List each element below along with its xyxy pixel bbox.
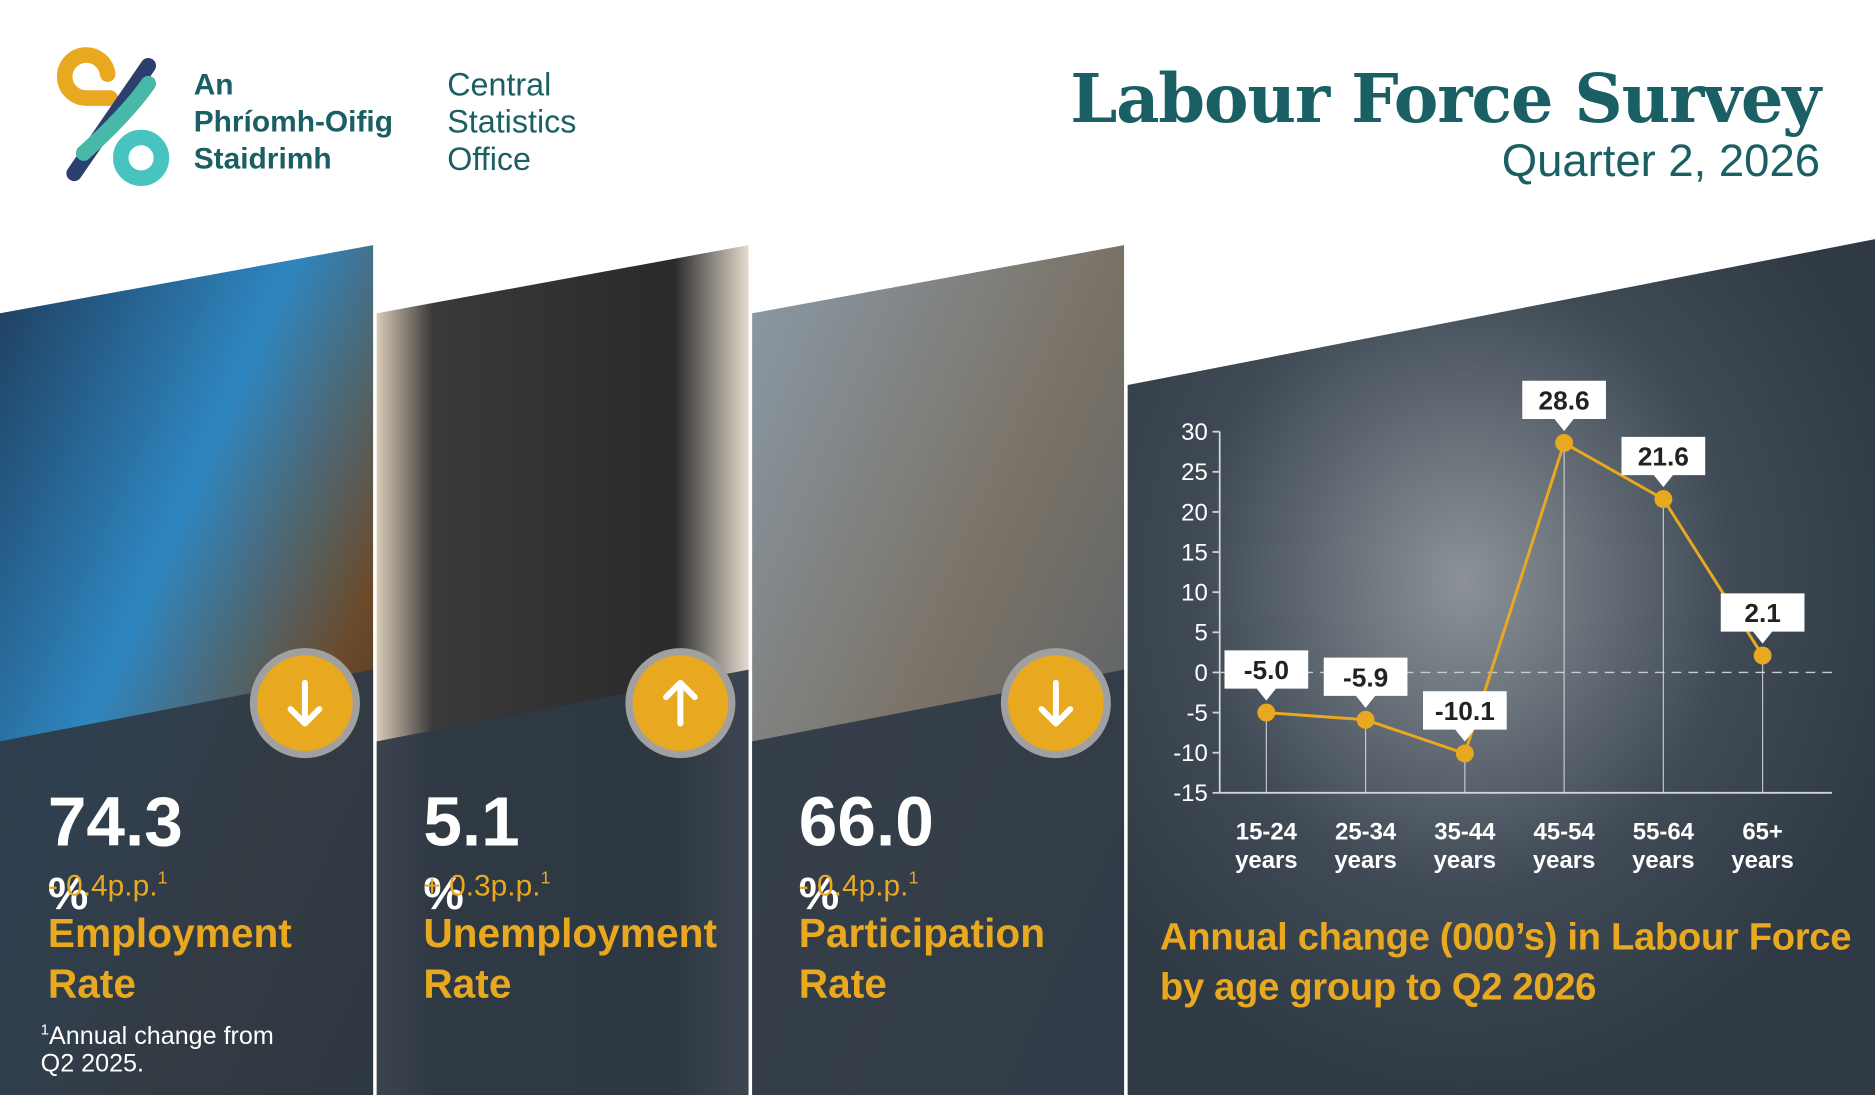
panel-shade (376, 669, 749, 1095)
org-line: Office (447, 141, 531, 177)
title: Labour Force Survey (1070, 59, 1821, 139)
y-tick-label: 30 (1181, 419, 1208, 446)
label-box (1224, 650, 1309, 701)
kpi-value: 74.3% (47, 786, 183, 930)
y-tick-label: -15 (1173, 780, 1208, 807)
x-tick-label: 15-24 years (1235, 819, 1298, 875)
label-box (1323, 657, 1408, 708)
panel-shade (752, 669, 1125, 1095)
value-label: -5.9 (1343, 662, 1388, 692)
kpi-unit: % (47, 869, 89, 920)
point (1356, 710, 1375, 729)
value-label: -10.1 (1435, 696, 1495, 726)
y-tick-label: 25 (1181, 459, 1208, 486)
sup: 1 (540, 868, 551, 889)
point (1555, 433, 1574, 452)
kpi-value: 5.1% (423, 786, 519, 930)
footnote-text: Annual change from Q2 2025. (40, 1022, 274, 1078)
footnote-mark: 1 (40, 1021, 50, 1038)
org-line: Central (447, 66, 552, 103)
point (1753, 646, 1772, 665)
x-tick-label: 35-44 years (1433, 819, 1497, 875)
kpi-label: Unemployment Rate (423, 911, 717, 1007)
kpi-change-text: - 0.4p.p. (798, 869, 909, 903)
y-tick-label: 5 (1194, 620, 1207, 647)
kpi-unit: % (798, 869, 840, 920)
org-irish: An Phríomh-Oifig Staidrimh (194, 67, 393, 178)
x-tick-label: 25-34 years (1334, 819, 1397, 875)
org-line: An (193, 68, 234, 102)
y-tick-label: 10 (1181, 580, 1208, 607)
subtitle: Quarter 2, 2026 (1501, 136, 1821, 187)
kpi-change-text: + 0.3p.p. (423, 869, 541, 903)
footnote: 1Annual change from Q2 2025. (41, 1022, 298, 1077)
kpi-number: 5.1 (423, 783, 520, 861)
y-tick-label: 20 (1181, 499, 1208, 526)
sup: 1 (157, 868, 168, 889)
org-line: Staidrimh (193, 142, 332, 176)
kpi-number: 74.3 (47, 783, 183, 861)
panel-shade (0, 669, 374, 1095)
logo (56, 47, 170, 186)
x-tick-label: 45-54 years (1532, 819, 1596, 875)
kpi-value: 66.0% (798, 786, 934, 930)
arrow-icon (287, 679, 323, 727)
point (1654, 490, 1673, 509)
value-label: -5.0 (1244, 655, 1289, 685)
kpi-unit: % (423, 869, 464, 920)
org-line: Statistics (447, 104, 577, 140)
arrow-icon (1038, 679, 1074, 727)
line (1266, 440, 1764, 756)
kpi-label: Employment Rate (47, 911, 292, 1007)
x-tick-label: 65+ years (1731, 819, 1794, 875)
arrow-icon (663, 679, 698, 727)
value-label: 21.6 (1638, 442, 1689, 472)
org-line: Phríomh-Oifig (193, 105, 394, 139)
value-label: 28.6 (1539, 385, 1590, 415)
kpi-change: - 0.4p.p.1 (48, 869, 168, 902)
kpi-label: Participation Rate (798, 911, 1046, 1007)
x-tick-label: 55-64 years (1632, 819, 1695, 875)
y-tick-label: -5 (1186, 700, 1207, 727)
point (1455, 744, 1474, 763)
chart-title: Annual change (000’s) in Labour Force by… (1159, 914, 1852, 1009)
label-box (1621, 436, 1706, 488)
label-box (1720, 593, 1805, 644)
y-tick-label: 0 (1194, 660, 1207, 687)
kpi-change: - 0.4p.p.1 (799, 869, 919, 902)
y-tick-label: -10 (1173, 740, 1208, 767)
label-box (1423, 691, 1507, 742)
label-box (1522, 380, 1606, 431)
kpi-change: + 0.3p.p.1 (423, 869, 550, 902)
org-english: Central Statistics Office (447, 67, 576, 178)
point (1257, 703, 1276, 722)
kpi-change-text: - 0.4p.p. (47, 869, 158, 903)
y-tick-label: 15 (1181, 539, 1208, 566)
value-label: 2.1 (1744, 598, 1781, 628)
kpi-number: 66.0 (798, 783, 934, 861)
sup: 1 (908, 868, 919, 889)
